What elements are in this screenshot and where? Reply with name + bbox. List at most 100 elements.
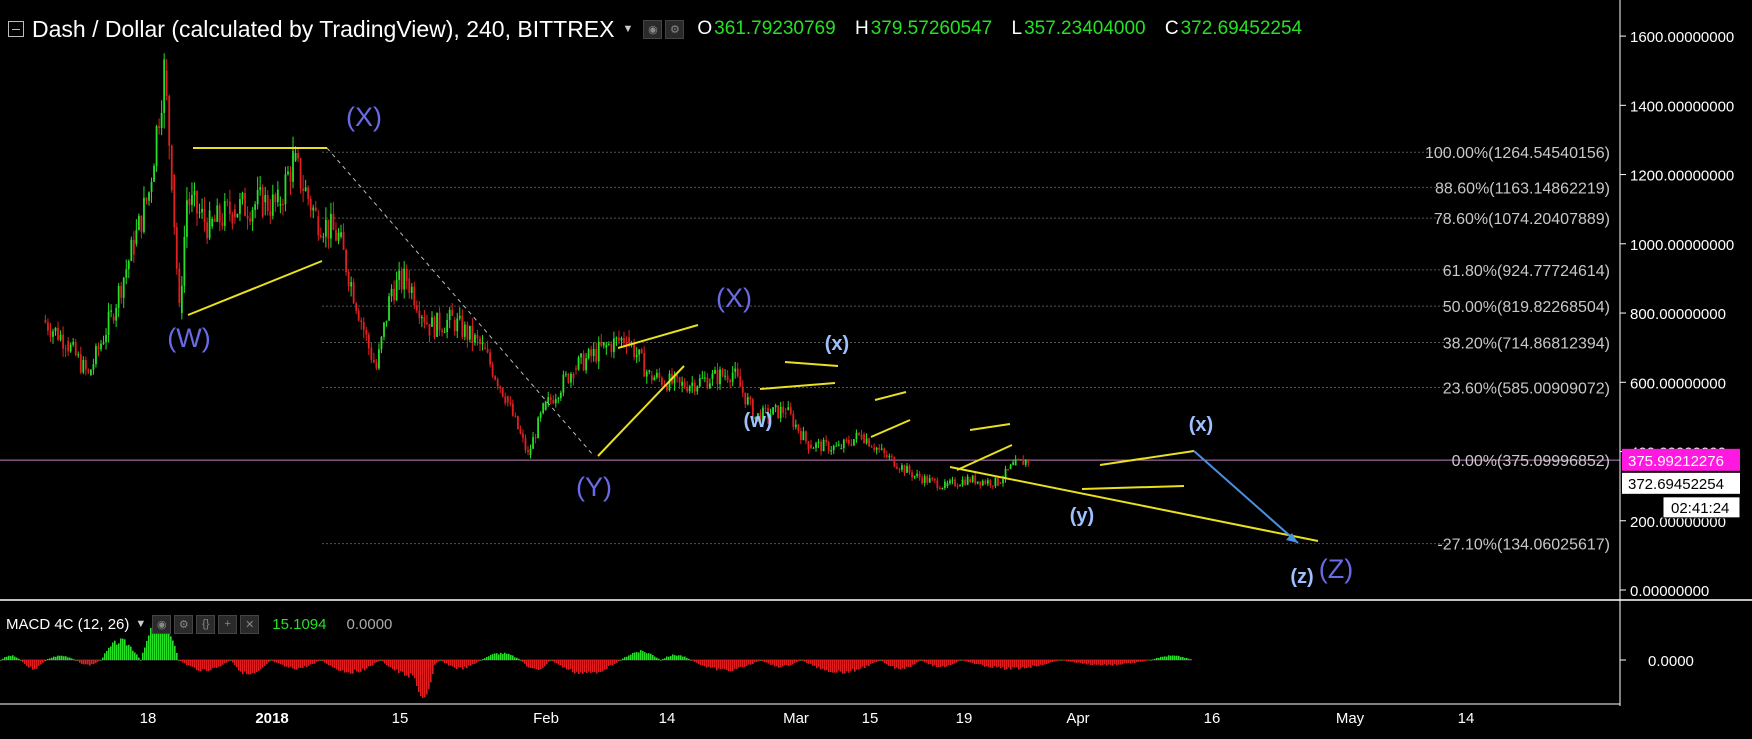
macd-bar: [314, 660, 316, 664]
macd-bar: [814, 660, 816, 666]
macd-bar: [258, 660, 260, 671]
macd-bar: [532, 660, 534, 669]
chevron-down-icon[interactable]: ▼: [135, 618, 147, 630]
candle-body: [289, 171, 292, 182]
fib-level-label: 78.60%(1074.20407889): [1434, 211, 1610, 228]
symbol-title[interactable]: Dash / Dollar (calculated by TradingView…: [32, 15, 615, 42]
macd-bar: [472, 660, 474, 665]
gear-icon[interactable]: ⚙: [174, 614, 194, 634]
macd-bar: [188, 660, 190, 666]
close-icon[interactable]: ✕: [240, 614, 260, 634]
source-code-icon[interactable]: {}: [196, 614, 216, 634]
candle-body: [688, 386, 691, 392]
macd-bar: [116, 644, 118, 660]
candle-body: [72, 341, 75, 345]
collapse-pane-button[interactable]: [8, 21, 24, 37]
macd-bar: [142, 652, 144, 660]
macd-bar: [218, 660, 220, 667]
macd-bar: [562, 660, 564, 668]
macd-bar: [202, 660, 204, 670]
macd-title[interactable]: MACD 4C (12, 26): [6, 615, 130, 633]
candle-body: [964, 479, 967, 485]
macd-bar: [874, 660, 876, 663]
macd-bar: [882, 660, 884, 662]
time-tick-label: 15: [862, 710, 879, 727]
candle-body: [913, 475, 916, 478]
macd-bar: [920, 660, 922, 661]
macd-bar: [1058, 660, 1060, 661]
add-icon[interactable]: +: [218, 614, 238, 634]
candle-body: [797, 424, 800, 432]
macd-bar: [298, 660, 300, 668]
macd-bar: [482, 659, 484, 660]
candle-body: [650, 375, 653, 381]
candle-body: [208, 210, 211, 239]
macd-bar: [1060, 660, 1062, 661]
candle-body: [504, 396, 507, 404]
candle-body: [446, 319, 449, 333]
macd-bar: [972, 660, 974, 664]
candle-body: [719, 369, 721, 385]
chevron-down-icon[interactable]: ▼: [622, 23, 634, 35]
macd-bar: [360, 660, 362, 672]
macd-bar: [498, 654, 500, 660]
macd-bar: [1010, 660, 1012, 670]
candle-body: [524, 438, 527, 451]
ohlc-values: O 361.79230769 H 379.57260547 L 357.2340400…: [697, 18, 1316, 40]
macd-bar: [1156, 657, 1158, 660]
macd-bar: [164, 627, 166, 660]
candle-body: [751, 399, 754, 419]
macd-bar: [682, 656, 684, 660]
candle-body: [89, 369, 92, 376]
macd-bar: [1034, 660, 1036, 667]
candle-body: [193, 191, 196, 195]
candle-body: [976, 481, 979, 484]
macd-bar: [134, 652, 136, 660]
macd-bar: [376, 660, 378, 663]
candle-body: [160, 112, 163, 128]
candle-body: [127, 260, 130, 270]
macd-bar: [390, 660, 392, 668]
macd-bar: [678, 655, 680, 660]
macd-bar: [1040, 660, 1042, 665]
candle-body: [451, 309, 454, 316]
candle-body: [112, 316, 115, 321]
candle-body: [423, 317, 426, 323]
macd-bar: [59, 655, 61, 660]
macd-bar: [156, 621, 158, 660]
macd-bar: [236, 660, 238, 668]
candle-body: [264, 195, 267, 203]
macd-bar: [982, 660, 984, 666]
macd-bar: [442, 660, 444, 662]
macd-bar: [87, 660, 89, 665]
close-price-label: 372.69452254: [1628, 476, 1724, 493]
macd-bar: [996, 660, 998, 668]
macd-bar: [998, 660, 1000, 667]
macd-bar: [612, 660, 614, 666]
macd-bar: [634, 652, 636, 660]
candle-body: [269, 211, 272, 216]
gear-icon[interactable]: ⚙: [665, 19, 685, 39]
macd-bar: [674, 655, 676, 660]
macd-bar: [284, 660, 286, 667]
macd-bar: [840, 660, 842, 672]
macd-bar: [968, 660, 970, 663]
macd-bar: [946, 660, 948, 667]
macd-bar: [958, 660, 960, 661]
macd-bar: [1180, 657, 1182, 660]
macd-bar: [926, 660, 928, 663]
macd-bar: [270, 660, 272, 661]
wave-connector-dashed: [326, 147, 595, 457]
candle-body: [122, 277, 125, 298]
candle-body: [143, 197, 145, 232]
candle-body: [794, 424, 797, 427]
candle-body: [234, 209, 236, 218]
candle-body: [345, 249, 347, 273]
candle-body: [342, 232, 345, 250]
visibility-eye-icon[interactable]: ◉: [152, 614, 172, 634]
macd-bar: [496, 653, 498, 660]
macd-bar: [980, 660, 982, 665]
visibility-eye-icon[interactable]: ◉: [643, 19, 663, 39]
